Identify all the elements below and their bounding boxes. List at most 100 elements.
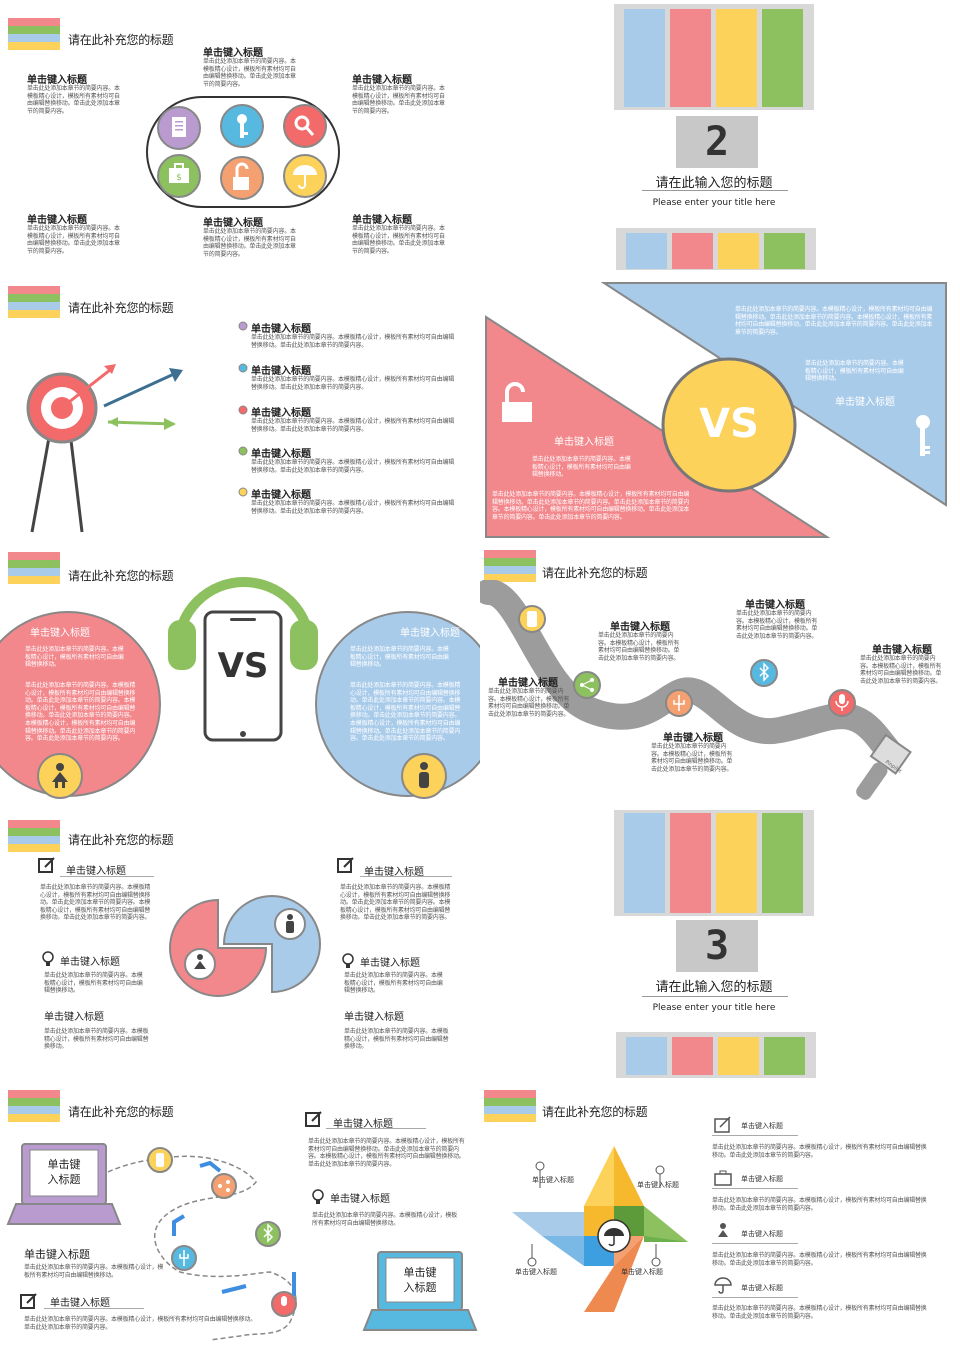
laptop-label-line2: 入标题 (47, 1173, 81, 1186)
color-blocks-bottom (616, 1032, 816, 1078)
slide-title: 请在此补充您的标题 (68, 301, 174, 315)
heading-underline (360, 876, 452, 877)
slide-icon-capsule: 请在此补充您的标题 单击键入标题 单击此处添加本章节的简要内容。本模板精心设计，… (0, 0, 480, 270)
brush-handle (856, 733, 912, 800)
body-text: 单击此处添加本章节的简要内容。本模板精心设计，模板所有素材均可自由编辑替换移动。 (344, 972, 443, 995)
left-body-text-2: 单击此处添加本章节的简要内容。本模板精心设计，模板所有素材均可自由编辑替换移动。… (492, 491, 690, 521)
laptop-flow-graphic (6, 1143, 478, 1341)
body-text: 单击此处添加本章节的简要内容。本模板精心设计，模板所有素材均可自由编辑替换移动。 (344, 1028, 449, 1051)
edit-icon (305, 1111, 322, 1127)
slide-pinwheel: 请在此补充您的标题 单击键入标题 单击键入标题 单击键入标题 单击键入标题 单击… (480, 1082, 960, 1352)
body-text: 单击此处添加本章节的简要内容。本模板精心设计，模板所有素材均可自由编辑替换移动。… (352, 225, 445, 255)
body-text: 单击此处添加本章节的简要内容。本模板精心设计，模板所有素材均可自由编辑替换移动。 (44, 1028, 149, 1051)
stripe-logo (484, 550, 536, 582)
item-body: 单击此处添加本章节的简要内容。本模板精心设计，模板所有素材均可自由编辑替换移动。… (251, 334, 455, 349)
slide-section-3: 3 请在此输入您的标题 Please enter your title here (480, 810, 960, 1080)
right-body-text-2: 单击此处添加本章节的简要内容。本模板精心设计，模板所有素材均可自由编辑替换移动。 (805, 360, 904, 383)
bulb-icon (342, 953, 354, 968)
body-text: 单击此处添加本章节的简要内容。本模板精心设计，模板所有素材均可自由编辑替换移动。… (27, 85, 120, 115)
callout-label: 单击键入标题 (515, 1268, 557, 1276)
stripe-logo (8, 18, 60, 50)
unlock-icon (502, 382, 532, 422)
body-text: 单击此处添加本章节的简要内容。本模板精心设计，模板所有素材均可自由编辑替换移动。… (712, 1144, 927, 1159)
slide-title: 请在此补充您的标题 (68, 569, 174, 583)
vs-label: VS (699, 401, 759, 447)
stripe-logo (484, 1090, 536, 1122)
key-icon (220, 104, 264, 148)
item-heading: 单击键入标题 (251, 490, 311, 501)
man-icon (401, 753, 447, 799)
heading: 单击键入标题 (352, 215, 412, 226)
slide-road-path: 请在此补充您的标题 Pinpilot 单击键入标题 单击此处添加本章节的简要内容… (480, 540, 960, 810)
slide-title: 请在此补充您的标题 (542, 1105, 648, 1119)
heading: 单击键入标题 (741, 1284, 783, 1292)
microphone-icon (828, 689, 856, 717)
heading: 单击键入标题 (333, 1119, 393, 1130)
body-text: 单击此处添加本章节的简要内容。本模板精心设计，模板所有素材均可自由编辑替换移动。 (312, 1212, 458, 1227)
heading: 单击键入标题 (60, 957, 120, 968)
callout-label: 单击键入标题 (637, 1181, 679, 1189)
slide-section-2: 2 请在此输入您的标题 Please enter your title here (480, 0, 960, 270)
slide-vs-triangles: VS 单击此处添加本章节的简要内容。本模板精心设计，模板所有素材均可自由编辑替换… (480, 270, 960, 540)
body-text: 单击此处添加本章节的简要内容。本模板精心设计，模板所有素材均可自由编辑替换移动。… (203, 228, 296, 258)
woman-icon (718, 1223, 728, 1237)
edit-icon (20, 1293, 37, 1309)
umbrella-icon (714, 1277, 732, 1294)
heading: 单击键入标题 (27, 75, 87, 86)
heading: 单击键入标题 (663, 733, 723, 744)
item-body: 单击此处添加本章节的简要内容。本模板精心设计，模板所有素材均可自由编辑替换移动。… (251, 418, 455, 433)
heading-underline (60, 876, 154, 877)
briefcase-icon: $ (157, 154, 201, 198)
stripe-logo (8, 286, 60, 318)
right-heading: 单击键入标题 (400, 628, 460, 639)
body-text: 单击此处添加本章节的简要内容。本模板精心设计，模板所有素材均可自由编辑替换移动。… (712, 1305, 927, 1320)
color-blocks-bottom (616, 228, 816, 270)
left-heading: 单击键入标题 (554, 437, 614, 448)
phone-icon (518, 605, 546, 633)
section-number: 2 (704, 119, 730, 165)
icon-capsule: $ (146, 96, 340, 208)
heading: 单击键入标题 (741, 1175, 783, 1183)
callout-label: 单击键入标题 (532, 1176, 574, 1184)
body-text: 单击此处添加本章节的简要内容。本模板精心设计，模板所有素材均可自由编辑替换移动。… (598, 632, 680, 662)
umbrella-icon (283, 154, 327, 198)
share-icon (211, 1173, 237, 1199)
edit-icon (714, 1116, 731, 1133)
man-icon (274, 908, 306, 940)
bullet-dot-icon (238, 446, 248, 456)
vs-label: VS (217, 646, 269, 686)
heading: 单击键入标题 (203, 48, 263, 59)
unlock-icon (220, 156, 264, 200)
gender-pie-graphic (169, 895, 321, 997)
edit-icon (337, 857, 354, 873)
slide-title: 请在此补充您的标题 (68, 33, 174, 47)
slide-title: 请在此补充您的标题 (542, 566, 648, 580)
slide-title: 请在此补充您的标题 (68, 833, 174, 847)
bulb-icon (42, 951, 54, 966)
heading: 单击键入标题 (50, 1298, 110, 1309)
heading: 单击键入标题 (344, 1012, 404, 1023)
bulb-icon (312, 1189, 324, 1204)
slide-gender-pie: 请在此补充您的标题 单击键入标题 单击此处添加本章节的简要内容。本模板精心设计，… (0, 810, 480, 1080)
body-text: 单击此处添加本章节的简要内容。本模板精心设计，模板所有素材均可自由编辑替换移动。… (352, 85, 445, 115)
search-icon (283, 104, 327, 148)
item-heading: 单击键入标题 (251, 366, 311, 377)
heading-underline (326, 1128, 426, 1129)
bullet-dot-icon (238, 363, 248, 373)
item-body: 单击此处添加本章节的简要内容。本模板精心设计，模板所有素材均可自由编辑替换移动。… (251, 376, 455, 391)
bluetooth-icon (750, 659, 778, 687)
callout-label: 单击键入标题 (621, 1268, 663, 1276)
heading: 单击键入标题 (27, 215, 87, 226)
body-text: 单击此处添加本章节的简要内容。本模板精心设计，模板所有素材均可自由编辑替换移动。 (44, 972, 143, 995)
section-subtitle: Please enter your title here (652, 1003, 776, 1013)
heading: 单击键入标题 (741, 1122, 783, 1130)
briefcase-icon (714, 1170, 732, 1186)
body-text: 单击此处添加本章节的简要内容。本模板精心设计，模板所有素材均可自由编辑替换移动。… (712, 1197, 927, 1212)
section-title: 请在此输入您的标题 (655, 980, 773, 995)
heading: 单击键入标题 (44, 1012, 104, 1023)
clipboard-icon (157, 106, 201, 150)
heading: 单击键入标题 (610, 622, 670, 633)
body-text: 单击此处添加本章节的简要内容。本模板精心设计，模板所有素材均可自由编辑替换移动。… (712, 1252, 927, 1267)
slide-laptop-flow: 请在此补充您的标题 单击键 入标题 单击键 入标题 单击键入标题 单击此处添加本… (0, 1082, 480, 1352)
heading-underline (44, 1308, 144, 1309)
